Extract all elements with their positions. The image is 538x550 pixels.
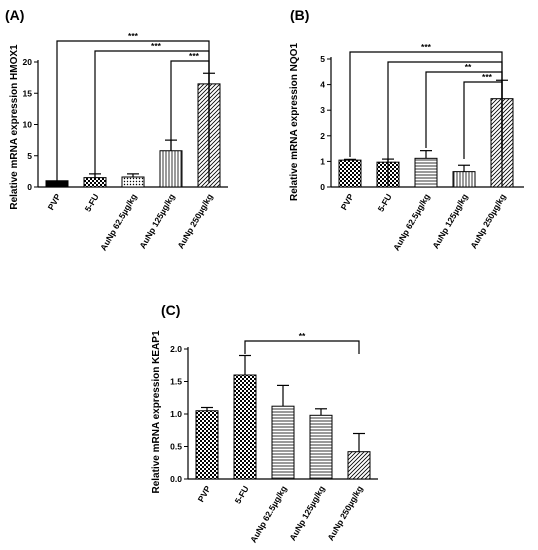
significance-label: ***	[128, 31, 139, 41]
x-tick-label: AuNp 62.5µg/kg	[98, 192, 139, 252]
significance-label: ***	[189, 51, 200, 61]
bar	[271, 405, 295, 480]
panel-label: (B)	[290, 7, 309, 23]
significance-label: ***	[421, 42, 432, 52]
significance-label: ***	[151, 41, 162, 51]
significance-bracket	[56, 40, 210, 183]
y-tick-label: 2.0	[170, 344, 182, 354]
bar	[414, 157, 438, 188]
x-tick-label: AuNp 250µg/kg	[468, 192, 507, 250]
panel-label: (C)	[161, 302, 180, 318]
x-tick-label: 5-FU	[83, 192, 101, 213]
x-tick-label: AuNp 125µg/kg	[287, 484, 326, 542]
bar	[233, 374, 257, 480]
y-tick-label: 2	[320, 131, 325, 141]
panel-label: (A)	[5, 7, 24, 23]
y-tick-label: 10	[23, 120, 33, 130]
bar	[195, 410, 219, 480]
bar	[338, 159, 362, 188]
x-tick-label: 5-FU	[233, 484, 251, 505]
panel-c: (C) Relative mRNA expression KEAP1 0.0 0.…	[151, 302, 378, 544]
y-tick-label: 0.0	[170, 474, 182, 484]
significance-bracket	[170, 60, 210, 150]
bar	[347, 451, 371, 480]
significance-label: ***	[482, 72, 493, 82]
y-tick-label: 5	[27, 151, 32, 161]
x-tick-label: PVP	[196, 484, 213, 504]
x-tick-label: PVP	[339, 192, 356, 212]
y-tick-label: 5	[320, 54, 325, 64]
y-axis-label: Relative mRNA expression HMOX1	[9, 44, 20, 210]
y-tick-label: 0	[320, 182, 325, 192]
y-tick-label: 15	[23, 88, 33, 98]
y-tick-label: 0.5	[170, 442, 182, 452]
bar	[309, 414, 333, 480]
bar	[159, 150, 183, 188]
significance-bracket	[244, 340, 360, 354]
x-tick-label: AuNp 125µg/kg	[430, 192, 469, 250]
panel-a: (A) Relative mRNA expression HMOX1 0 5 10 1…	[5, 7, 228, 252]
y-tick-label: 0	[27, 182, 32, 192]
y-axis-label: Relative mRNA expression KEAP1	[151, 330, 162, 493]
x-tick-label: AuNp 62.5µg/kg	[391, 192, 432, 252]
x-tick-label: AuNp 62.5µg/kg	[248, 484, 289, 544]
y-axis-label: Relative mRNA expression NQO1	[289, 43, 300, 201]
significance-bracket	[463, 81, 503, 159]
bar	[121, 176, 145, 188]
significance-label: **	[465, 62, 472, 72]
x-tick-label: AuNp 250µg/kg	[325, 484, 364, 542]
x-tick-label: PVP	[46, 192, 63, 212]
y-tick-label: 1.0	[170, 409, 182, 419]
significance-bracket	[94, 50, 210, 177]
x-tick-label: AuNp 250µg/kg	[175, 192, 214, 250]
bar	[452, 171, 476, 188]
bar	[83, 177, 107, 188]
y-tick-label: 1	[320, 156, 325, 166]
x-tick-label: 5-FU	[376, 192, 394, 213]
x-tick-label: AuNp 125µg/kg	[137, 192, 176, 250]
significance-label: **	[299, 331, 306, 341]
y-tick-label: 20	[23, 57, 33, 67]
panel-b: (B) Relative mRNA expression NQO1 0 1 2 3 4 5…	[289, 7, 524, 252]
y-tick-label: 1.5	[170, 377, 182, 387]
y-tick-label: 3	[320, 105, 325, 115]
y-tick-label: 4	[320, 80, 325, 90]
